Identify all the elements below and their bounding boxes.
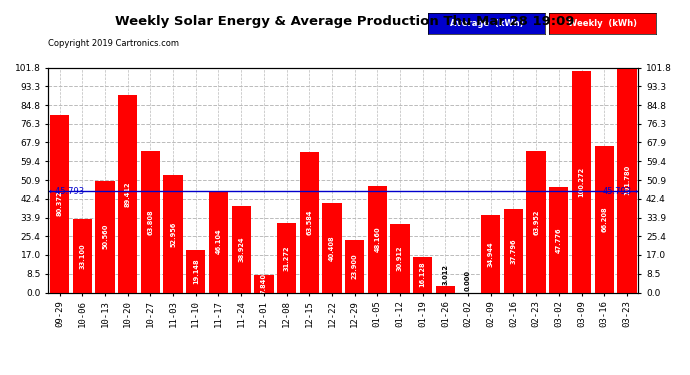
Text: 0.000: 0.000 (465, 270, 471, 291)
Bar (141, 152, 160, 292)
Bar (413, 257, 433, 292)
Text: 30.912: 30.912 (397, 246, 403, 271)
Text: Copyright 2019 Cartronics.com: Copyright 2019 Cartronics.com (48, 39, 179, 48)
Bar (504, 209, 523, 292)
Bar (572, 71, 591, 292)
Bar (368, 186, 387, 292)
Text: 38.924: 38.924 (238, 237, 244, 262)
Text: 66.208: 66.208 (601, 207, 607, 232)
Bar (209, 190, 228, 292)
Text: Average  (kWh): Average (kWh) (450, 19, 523, 28)
Bar (118, 95, 137, 292)
Bar (549, 187, 569, 292)
Bar (50, 115, 69, 292)
Text: 101.780: 101.780 (624, 165, 630, 195)
Text: 80.372: 80.372 (57, 191, 63, 216)
Text: Weekly  (kWh): Weekly (kWh) (567, 19, 636, 28)
Bar (322, 203, 342, 292)
Text: 7.840: 7.840 (261, 273, 267, 294)
Text: 34.944: 34.944 (488, 241, 494, 267)
Bar (481, 215, 500, 292)
Bar (299, 152, 319, 292)
Text: 89.412: 89.412 (125, 181, 130, 207)
Bar (436, 286, 455, 292)
Bar (595, 146, 614, 292)
Text: 63.808: 63.808 (148, 209, 153, 235)
Bar (345, 240, 364, 292)
Text: 40.408: 40.408 (329, 235, 335, 261)
Text: 3.012: 3.012 (442, 264, 448, 285)
Text: 52.956: 52.956 (170, 221, 176, 247)
Text: 48.160: 48.160 (374, 226, 380, 252)
Text: 50.560: 50.560 (102, 224, 108, 249)
Text: 45.793→: 45.793→ (602, 187, 638, 196)
Text: 47.776: 47.776 (556, 227, 562, 252)
Bar (254, 275, 273, 292)
Bar (232, 207, 250, 292)
Bar (72, 219, 92, 292)
Bar (277, 224, 296, 292)
Text: Weekly Solar Energy & Average Production Thu Mar 28 19:09: Weekly Solar Energy & Average Production… (115, 15, 575, 28)
Bar (391, 224, 410, 292)
Text: 46.104: 46.104 (215, 229, 221, 254)
Text: 100.272: 100.272 (578, 166, 584, 197)
Bar (618, 68, 637, 292)
Text: 19.148: 19.148 (193, 258, 199, 284)
Text: 23.900: 23.900 (352, 253, 357, 279)
Text: 63.952: 63.952 (533, 209, 539, 235)
Bar (526, 151, 546, 292)
Bar (95, 181, 115, 292)
Text: 37.796: 37.796 (511, 238, 516, 264)
Bar (186, 250, 206, 292)
Text: 63.584: 63.584 (306, 210, 313, 235)
Text: 16.128: 16.128 (420, 262, 426, 288)
Text: 31.272: 31.272 (284, 245, 290, 271)
Bar (164, 176, 183, 292)
Text: ←45.793: ←45.793 (48, 187, 84, 196)
Text: 33.100: 33.100 (79, 243, 86, 269)
